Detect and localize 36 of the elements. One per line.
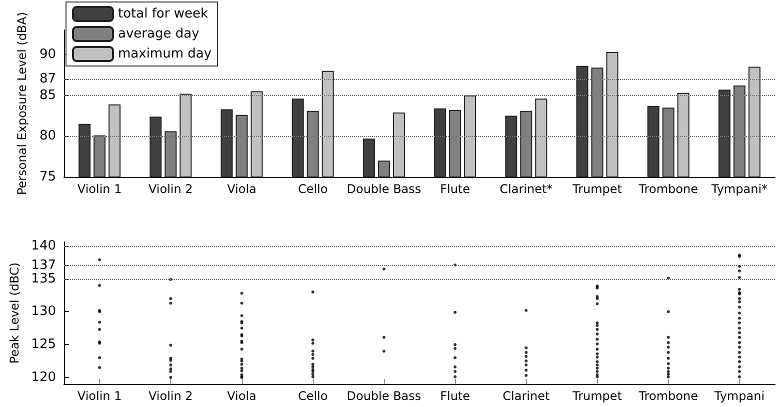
y-tick-label: 125 xyxy=(31,337,56,352)
y-tick-label: 85 xyxy=(39,88,56,103)
y-tick-label: 130 xyxy=(31,304,56,320)
y-tick-label: 87 xyxy=(39,72,56,86)
x-tick-label: Violin 2 xyxy=(148,389,193,403)
legend-label: total for week xyxy=(118,6,208,22)
x-tick-label: Cello xyxy=(298,389,328,403)
y-tick-label: 140 xyxy=(31,238,56,254)
y-axis-title: Peak Level (dBC) xyxy=(7,262,22,364)
y-tick-label: 90 xyxy=(39,47,56,62)
x-tick-label: Tympani* xyxy=(710,182,768,196)
y-tick-label: 75 xyxy=(39,170,56,184)
x-tick-label: Tympani xyxy=(713,389,765,403)
x-tick-label: Viola xyxy=(227,182,256,196)
x-tick-label: Clarinet xyxy=(502,389,550,403)
x-tick-label: Flute xyxy=(440,389,470,403)
x-tick-label: Double Bass xyxy=(346,182,422,196)
legend-label: maximum day xyxy=(118,46,212,62)
x-tick-label: Trumpet xyxy=(572,389,622,403)
x-tick-label: Cello xyxy=(298,182,328,196)
x-tick-label: Violin 1 xyxy=(77,389,122,403)
x-tick-label: Trombone xyxy=(638,182,698,196)
y-tick-label: 137 xyxy=(31,258,56,274)
x-tick-label: Trumpet xyxy=(572,182,622,196)
x-tick-label: Violin 1 xyxy=(77,182,122,196)
y-tick-label: 80 xyxy=(39,128,56,144)
x-tick-label: Flute xyxy=(440,182,470,196)
x-tick-label: Trombone xyxy=(638,389,698,403)
y-tick-label: 120 xyxy=(31,370,56,385)
x-tick-label: Double Bass xyxy=(346,389,422,403)
x-tick-label: Viola xyxy=(227,389,256,403)
legend-label: average day xyxy=(118,26,200,42)
x-tick-label: Violin 2 xyxy=(148,182,193,196)
y-axis-title: Personal Exposure Level (dBA) xyxy=(15,12,29,196)
x-tick-label: Clarinet* xyxy=(500,182,553,196)
y-tick-label: 135 xyxy=(31,271,56,286)
